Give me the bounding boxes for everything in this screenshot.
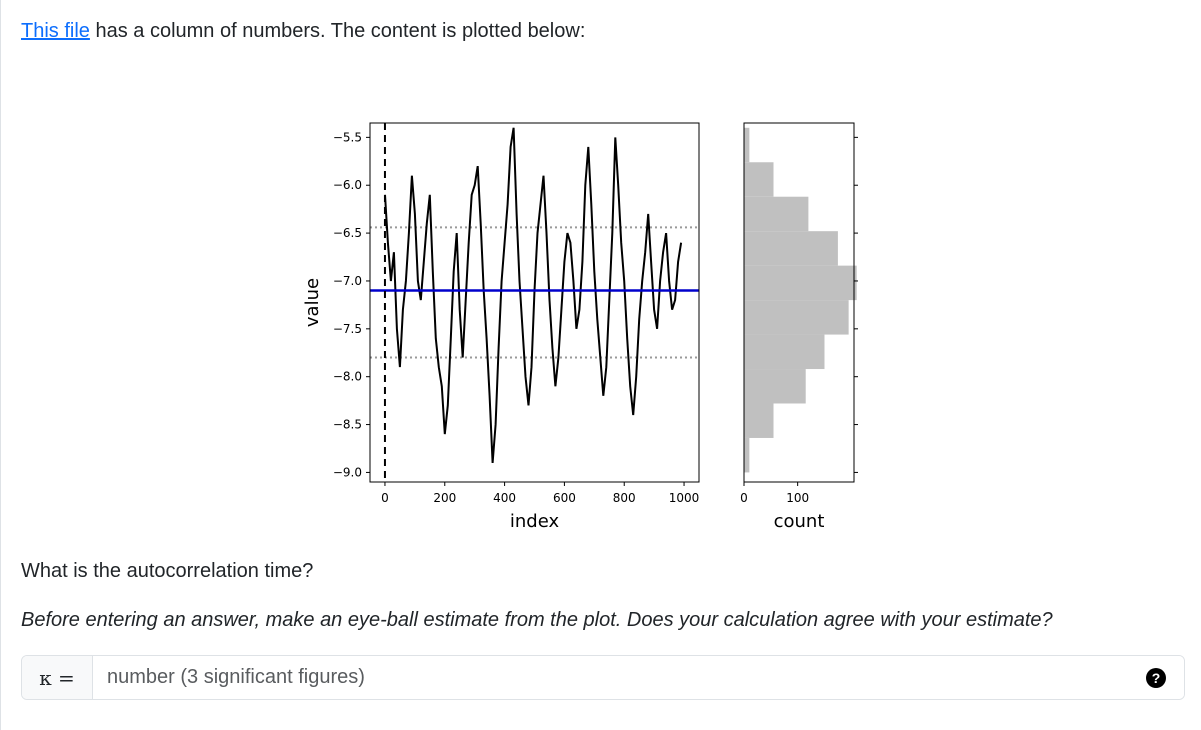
- question-mark-icon: ?: [1146, 667, 1166, 688]
- plot-figure: −5.5 −6.0 −6.5 −7.0 −7.5 −8.0 −8.5 −9.0 0 200 400 6…: [290, 115, 870, 535]
- hist-bar-0: [744, 437, 750, 473]
- y-axis-label: value: [302, 278, 323, 327]
- hist-bar-6: [744, 231, 838, 266]
- help-button[interactable]: ?: [1128, 656, 1184, 699]
- hist-x-tick-label-1: 100: [786, 491, 809, 505]
- hist-bar-7: [744, 196, 809, 232]
- answer-input-group: κ = ?: [21, 655, 1185, 700]
- left-border: [0, 0, 1, 730]
- y-tick-label-7: −9.0: [333, 465, 362, 479]
- x-tick-label-1: 200: [433, 491, 456, 505]
- hist-bar-5: [744, 265, 857, 301]
- y-tick-label-0: −5.5: [333, 130, 362, 144]
- x-tick-label-2: 400: [493, 491, 516, 505]
- y-tick-label-6: −8.5: [333, 418, 362, 432]
- x-tick-label-4: 800: [613, 491, 636, 505]
- hist-bar-4: [744, 300, 849, 335]
- hist-bar-3: [744, 334, 825, 370]
- hist-bar-2: [744, 369, 806, 404]
- file-link[interactable]: This file: [21, 20, 90, 42]
- x-tick-label-3: 600: [553, 491, 576, 505]
- intro-description: has a column of numbers. The content is …: [89, 20, 586, 42]
- hist-bar-9: [744, 127, 750, 163]
- x-tick-label-5: 1000: [669, 491, 700, 505]
- question-text: What is the autocorrelation time?: [21, 560, 314, 582]
- y-tick-label-3: −7.0: [333, 274, 362, 288]
- y-tick-label-5: −8.0: [333, 370, 362, 384]
- autocorrelation-time-input[interactable]: [93, 656, 1128, 699]
- x-tick-label-0: 0: [381, 491, 389, 505]
- hist-bar-1: [744, 403, 774, 438]
- intro-text: This file has a column of numbers. The c…: [21, 19, 585, 43]
- y-tick-label-1: −6.0: [333, 178, 362, 192]
- plot-svg: −5.5 −6.0 −6.5 −7.0 −7.5 −8.0 −8.5 −9.0 0 200 400 6…: [302, 122, 858, 532]
- x-axis-label: index: [510, 511, 560, 532]
- hint-text: Before entering an answer, make an eye-b…: [21, 609, 1053, 631]
- main-axes-frame: [369, 122, 700, 483]
- kappa-label: κ =: [22, 656, 93, 699]
- hist-axes-frame: [743, 122, 855, 483]
- hist-bar-8: [744, 162, 774, 197]
- hist-x-axis-label: count: [774, 511, 825, 532]
- y-tick-label-2: −6.5: [333, 226, 362, 240]
- hist-x-tick-label-0: 0: [740, 491, 748, 505]
- data-series-line: [384, 127, 683, 463]
- y-tick-label-4: −7.5: [333, 322, 362, 336]
